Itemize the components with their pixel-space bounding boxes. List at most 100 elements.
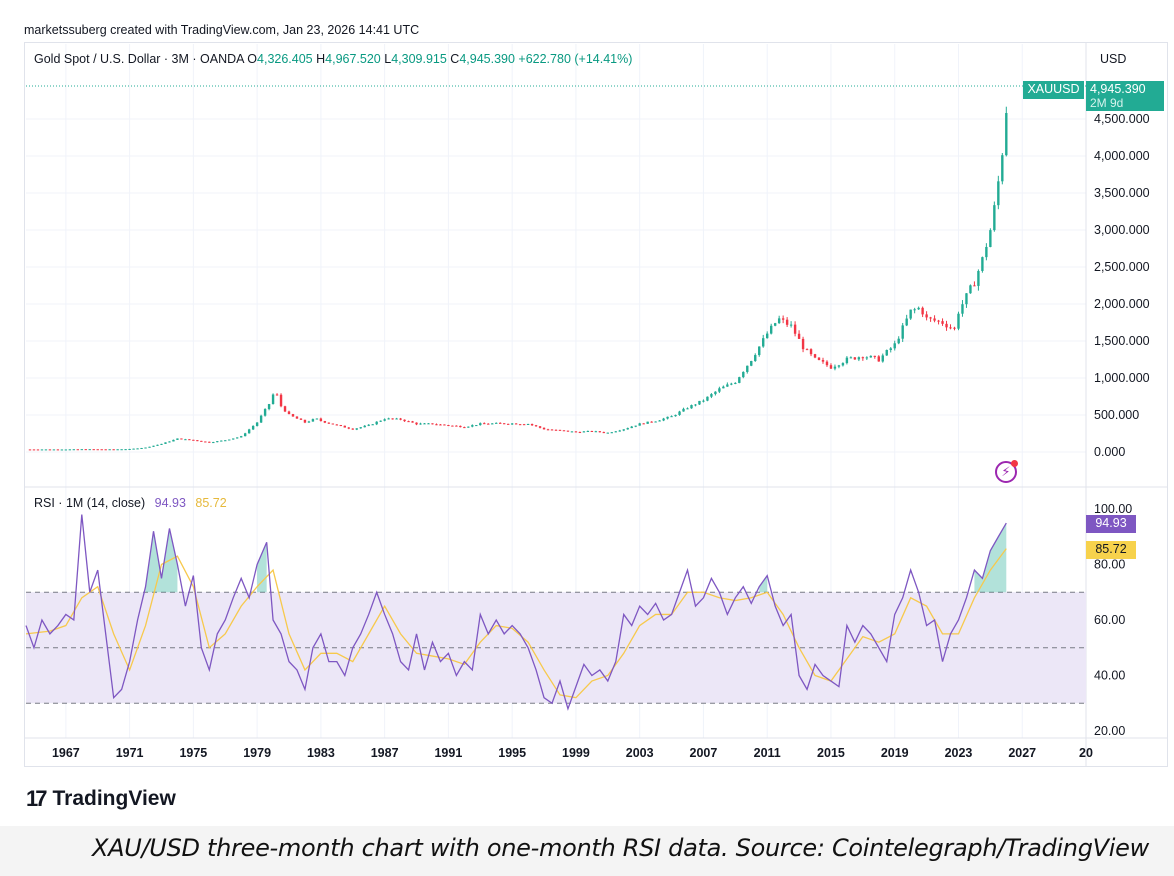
candle-body	[718, 388, 721, 392]
rsi-overbought-fill	[145, 528, 178, 593]
candle-body	[746, 365, 749, 372]
currency-label[interactable]: USD	[1100, 52, 1127, 66]
candle-body	[347, 427, 350, 429]
chart-canvas[interactable]: 0.000 500.000 1,000.000 1,500.000 2,000.000 2…	[0, 0, 1174, 826]
candle-body	[255, 422, 259, 426]
candle-body	[72, 449, 76, 451]
candle-body	[929, 317, 932, 319]
candle-body	[997, 181, 1000, 206]
candle-body	[797, 333, 801, 339]
candle-body	[323, 421, 327, 423]
candle-body	[534, 425, 538, 427]
price-tick-label: 1,000.000	[1094, 371, 1150, 385]
candle-body	[682, 408, 685, 412]
candle-body	[678, 411, 681, 415]
candle-body	[291, 414, 295, 417]
candle-body	[690, 405, 693, 409]
candle-body	[738, 377, 741, 383]
candle-body	[905, 318, 908, 326]
candle-body	[634, 425, 637, 427]
candle-body	[208, 441, 211, 443]
candle-body	[506, 423, 510, 425]
tradingview-logo: 17 TradingView	[26, 786, 176, 812]
candle-body	[403, 419, 406, 422]
rsi-tick-label: 60.00	[1094, 613, 1125, 627]
candle-body	[395, 418, 398, 420]
time-tick-label: 2019	[881, 746, 909, 760]
candle-body	[307, 421, 311, 423]
candle-body	[383, 419, 386, 421]
candle-body	[510, 423, 514, 425]
candle-body	[1005, 113, 1008, 156]
candle-body	[801, 338, 805, 350]
candle-body	[415, 422, 418, 425]
open-value: 4,326.405	[257, 52, 313, 66]
candle-body	[243, 433, 247, 437]
candle-body	[674, 414, 677, 417]
candle-body	[965, 293, 968, 305]
candle-body	[889, 348, 892, 350]
candle-body	[606, 432, 610, 434]
candle-body	[538, 426, 542, 428]
rsi-tick-label: 40.00	[1094, 669, 1125, 683]
candle-body	[124, 449, 127, 451]
candle-body	[841, 363, 845, 366]
candle-body	[76, 449, 80, 451]
candle-body	[267, 404, 271, 410]
rsi-ma-legend-value: 85.72	[195, 496, 227, 510]
candle-body	[192, 439, 195, 441]
lightning-icon[interactable]: ⚡	[995, 460, 1018, 483]
time-tick-label: 1979	[243, 746, 271, 760]
candle-body	[742, 371, 745, 378]
candle-body	[873, 355, 876, 357]
candle-body	[64, 449, 68, 451]
candle-body	[809, 349, 813, 355]
candle-body	[36, 449, 40, 451]
candle-body	[893, 343, 896, 349]
candle-body	[363, 425, 366, 428]
candle-body	[566, 430, 570, 432]
candle-body	[829, 365, 833, 369]
candle-body	[793, 324, 797, 334]
candle-body	[602, 432, 606, 434]
candle-body	[327, 422, 331, 424]
candle-body	[877, 356, 880, 362]
rsi-line	[25, 514, 1007, 711]
candle-body	[993, 205, 996, 231]
candle-body	[148, 446, 151, 448]
candle-body	[658, 420, 661, 422]
candle-body	[618, 430, 621, 432]
symbol-description: Gold Spot / U.S. Dollar · 3M · OANDA	[34, 52, 244, 66]
candle-body	[367, 424, 370, 426]
candle-body	[925, 314, 928, 318]
candle-body	[518, 424, 522, 426]
candle-body	[152, 445, 155, 447]
symbol-legend[interactable]: Gold Spot / U.S. Dollar · 3M · OANDA O4,…	[34, 52, 632, 66]
candle-body	[781, 318, 785, 320]
time-tick-label: 2003	[626, 746, 654, 760]
candle-body	[343, 425, 346, 428]
time-tick-label: 1983	[307, 746, 335, 760]
candle-body	[522, 424, 526, 426]
candle-body	[773, 323, 777, 326]
candle-body	[710, 394, 713, 397]
symbol-price-badge: XAUUSD	[1023, 81, 1084, 99]
candle-body	[204, 441, 207, 443]
candle-body	[845, 357, 849, 364]
candle-body	[224, 440, 227, 442]
close-value: 4,945.390	[459, 52, 515, 66]
change-value: +622.780 (+14.41%)	[518, 52, 633, 66]
candle-body	[60, 449, 64, 451]
rsi-legend[interactable]: RSI · 1M (14, close) 94.93 85.72	[34, 496, 227, 510]
candle-body	[236, 437, 239, 439]
candle-body	[594, 431, 598, 433]
candle-body	[590, 430, 594, 432]
candle-body	[622, 429, 625, 431]
candle-body	[837, 365, 841, 367]
candle-body	[849, 357, 853, 359]
last-price-badge: 4,945.390 2M 9d	[1086, 81, 1164, 111]
candle-body	[483, 423, 486, 425]
tradingview-logo-text: TradingView	[52, 787, 176, 810]
candle-body	[702, 400, 705, 402]
candle-body	[164, 442, 167, 444]
